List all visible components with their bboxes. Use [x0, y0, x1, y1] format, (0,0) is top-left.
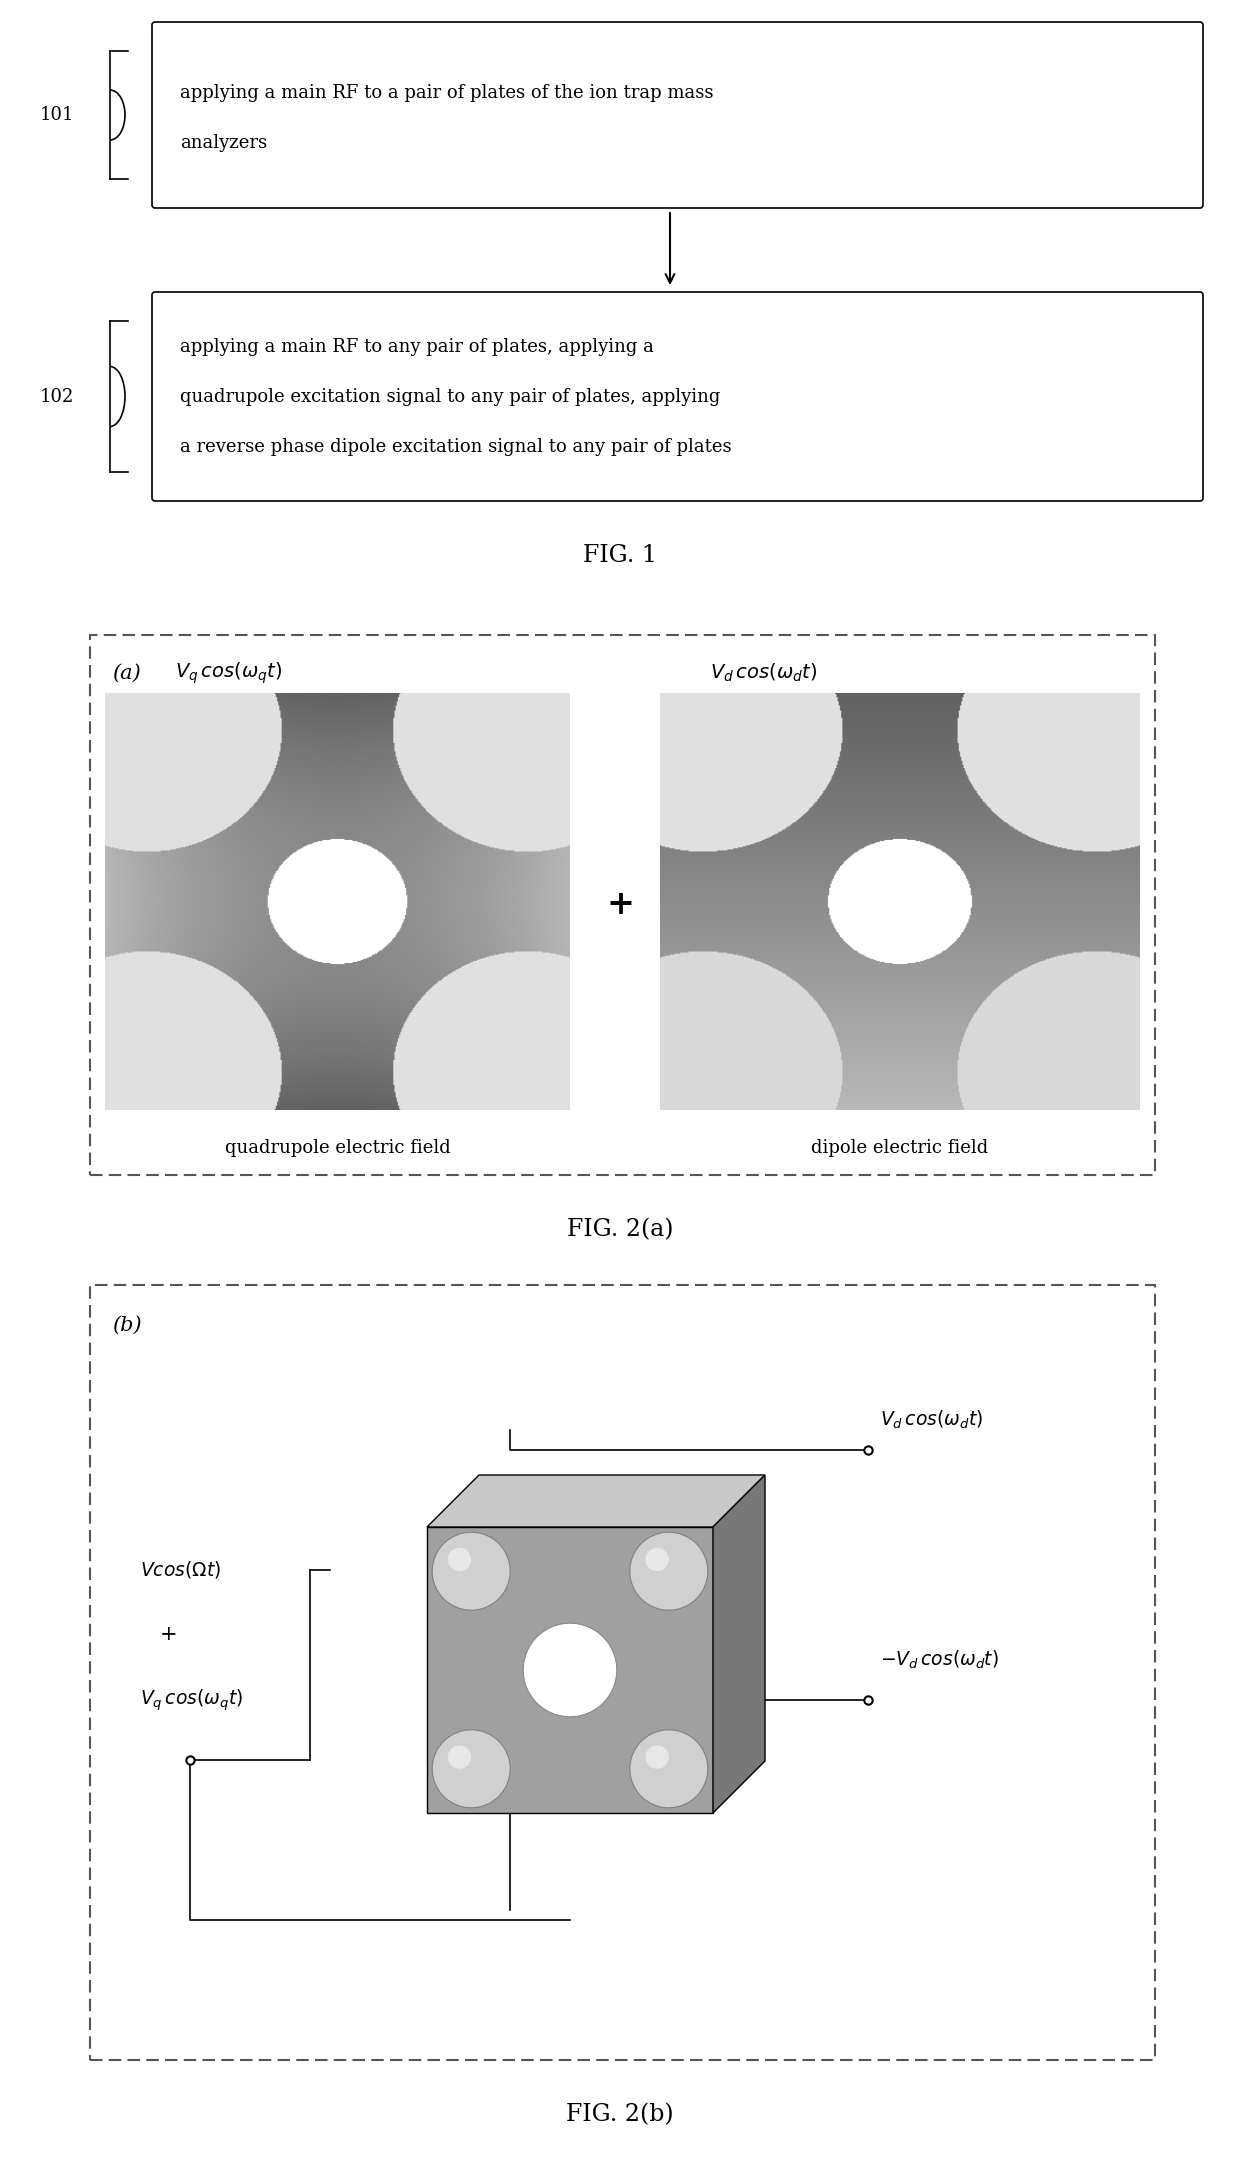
FancyBboxPatch shape: [153, 22, 1203, 208]
Circle shape: [645, 1549, 668, 1570]
Text: dipole electric field: dipole electric field: [811, 1140, 988, 1157]
Text: applying a main RF to a pair of plates of the ion trap mass: applying a main RF to a pair of plates o…: [180, 84, 713, 102]
Text: FIG. 2(b): FIG. 2(b): [567, 2102, 673, 2126]
Text: $Vcos(\Omega t)$: $Vcos(\Omega t)$: [140, 1560, 221, 1581]
Text: FIG. 2(a): FIG. 2(a): [567, 1218, 673, 1242]
Text: $V_q\,cos(\omega_q t)$: $V_q\,cos(\omega_q t)$: [140, 1687, 243, 1713]
Circle shape: [645, 1746, 668, 1769]
Text: $V_q\,cos(\omega_q t)$: $V_q\,cos(\omega_q t)$: [175, 660, 283, 686]
Circle shape: [448, 1549, 471, 1570]
Text: analyzers: analyzers: [180, 134, 267, 151]
Text: +: +: [160, 1627, 177, 1644]
Text: +: +: [606, 889, 634, 921]
Text: 102: 102: [40, 387, 74, 404]
Text: FIG. 1: FIG. 1: [583, 543, 657, 567]
Text: $-V_d\,cos(\omega_d t)$: $-V_d\,cos(\omega_d t)$: [880, 1648, 999, 1672]
Circle shape: [433, 1730, 510, 1808]
Text: quadrupole excitation signal to any pair of plates, applying: quadrupole excitation signal to any pair…: [180, 387, 720, 407]
Text: $V_d\,cos(\omega_d t)$: $V_d\,cos(\omega_d t)$: [880, 1408, 983, 1432]
Polygon shape: [427, 1475, 765, 1527]
Text: quadrupole electric field: quadrupole electric field: [224, 1140, 450, 1157]
Text: 101: 101: [40, 106, 74, 123]
Text: $V_d\,cos(\omega_d t)$: $V_d\,cos(\omega_d t)$: [711, 662, 817, 684]
Text: (a): (a): [112, 664, 141, 684]
Polygon shape: [713, 1475, 765, 1813]
FancyBboxPatch shape: [91, 1285, 1154, 2059]
Text: (b): (b): [112, 1315, 141, 1335]
Text: a reverse phase dipole excitation signal to any pair of plates: a reverse phase dipole excitation signal…: [180, 437, 732, 456]
FancyBboxPatch shape: [153, 292, 1203, 502]
Polygon shape: [427, 1527, 713, 1813]
Circle shape: [448, 1746, 471, 1769]
Circle shape: [630, 1730, 708, 1808]
Text: applying a main RF to any pair of plates, applying a: applying a main RF to any pair of plates…: [180, 337, 653, 357]
Circle shape: [433, 1531, 510, 1609]
Circle shape: [630, 1531, 708, 1609]
FancyBboxPatch shape: [91, 636, 1154, 1175]
Circle shape: [523, 1622, 616, 1717]
